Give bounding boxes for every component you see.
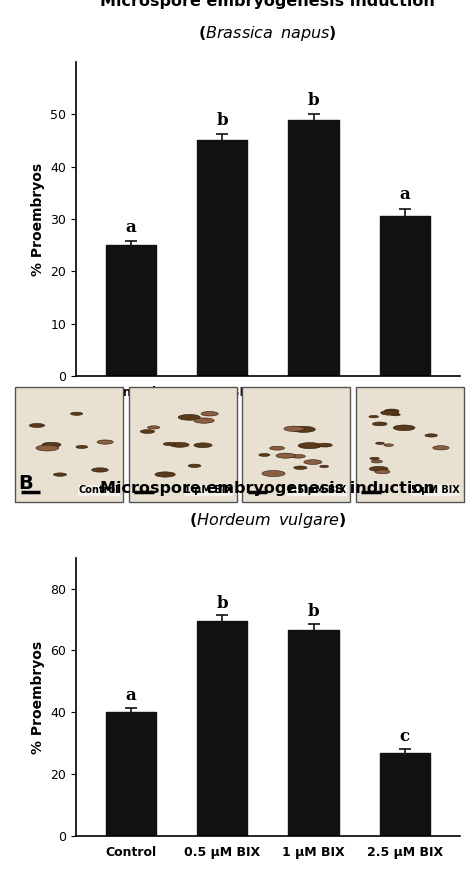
Circle shape: [276, 453, 295, 458]
Circle shape: [188, 464, 201, 467]
Circle shape: [201, 412, 218, 416]
Text: 5 μM BIX: 5 μM BIX: [411, 485, 460, 496]
FancyBboxPatch shape: [128, 388, 237, 502]
Y-axis label: % Proembryos: % Proembryos: [30, 641, 45, 753]
Text: a: a: [125, 219, 136, 235]
Text: c: c: [400, 728, 410, 745]
Bar: [106, 712, 156, 836]
Text: b: b: [308, 604, 319, 620]
Circle shape: [170, 442, 189, 447]
Bar: [288, 119, 338, 376]
Circle shape: [425, 434, 438, 437]
Circle shape: [384, 409, 399, 413]
Circle shape: [292, 427, 315, 433]
Circle shape: [270, 446, 284, 450]
Circle shape: [298, 442, 321, 449]
Circle shape: [318, 443, 332, 447]
Circle shape: [393, 425, 415, 431]
Bar: [380, 752, 430, 836]
Circle shape: [178, 414, 201, 420]
Circle shape: [259, 453, 270, 457]
Circle shape: [36, 445, 59, 451]
Circle shape: [373, 422, 387, 426]
Circle shape: [294, 466, 307, 469]
Circle shape: [371, 460, 383, 463]
Circle shape: [369, 415, 378, 418]
Text: a: a: [400, 187, 410, 204]
Circle shape: [319, 466, 328, 467]
Circle shape: [369, 466, 388, 472]
Text: Control: Control: [79, 485, 119, 496]
Bar: [197, 621, 247, 836]
Circle shape: [155, 472, 175, 477]
Text: ($\it{Hordeum\/\ vulgare}$): ($\it{Hordeum\/\ vulgare}$): [189, 511, 346, 529]
Circle shape: [391, 413, 400, 416]
Bar: [288, 630, 338, 836]
Circle shape: [194, 418, 214, 423]
Circle shape: [147, 426, 160, 429]
Circle shape: [71, 412, 82, 415]
Text: b: b: [216, 595, 228, 612]
Circle shape: [76, 445, 88, 449]
Y-axis label: % Proembryos: % Proembryos: [30, 163, 45, 275]
Circle shape: [381, 411, 399, 415]
FancyBboxPatch shape: [242, 388, 350, 502]
Text: ($\it{Brassica\/\ napus}$): ($\it{Brassica\/\ napus}$): [199, 24, 337, 43]
Circle shape: [375, 442, 384, 444]
Circle shape: [91, 468, 108, 472]
Circle shape: [97, 440, 113, 444]
Circle shape: [291, 455, 305, 458]
Text: B: B: [18, 474, 33, 493]
Circle shape: [29, 423, 45, 427]
Bar: [197, 141, 247, 376]
Circle shape: [433, 446, 449, 450]
Circle shape: [384, 444, 393, 446]
Circle shape: [164, 442, 176, 446]
Circle shape: [54, 473, 66, 476]
Circle shape: [375, 470, 390, 473]
Circle shape: [262, 471, 285, 476]
Circle shape: [194, 442, 212, 448]
Text: b: b: [308, 92, 319, 109]
FancyBboxPatch shape: [356, 388, 464, 502]
Text: Microspore embryogenesis induction: Microspore embryogenesis induction: [100, 0, 435, 9]
Circle shape: [304, 459, 322, 465]
Circle shape: [42, 442, 61, 447]
Circle shape: [140, 429, 155, 434]
FancyBboxPatch shape: [15, 388, 123, 502]
Text: 1 μM BIX: 1 μM BIX: [184, 485, 233, 496]
Bar: [380, 217, 430, 376]
Circle shape: [370, 458, 379, 459]
Text: a: a: [125, 687, 136, 704]
Text: b: b: [216, 112, 228, 129]
Text: Microspore embryogenesis induction: Microspore embryogenesis induction: [100, 481, 435, 496]
Text: 2.5 μM BIX: 2.5 μM BIX: [287, 485, 346, 496]
Bar: [106, 245, 156, 376]
Text: A: A: [18, 0, 33, 3]
Circle shape: [284, 427, 304, 431]
